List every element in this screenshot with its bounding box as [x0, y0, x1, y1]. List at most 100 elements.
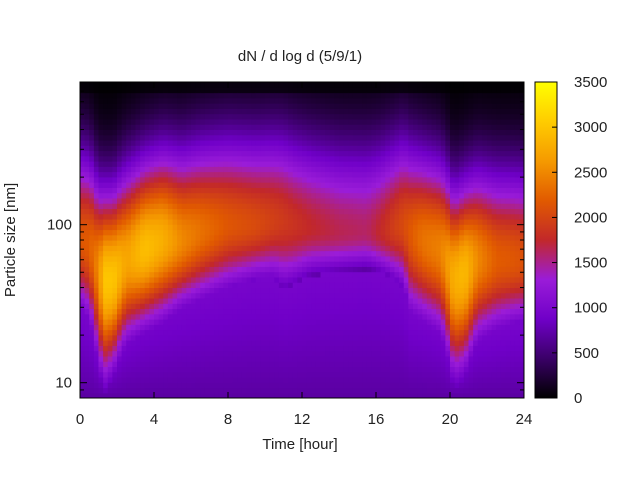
heatmap-cell: [200, 382, 206, 389]
heatmap-cell: [121, 208, 127, 215]
heatmap-cell: [93, 166, 100, 173]
heatmap-cell: [302, 255, 308, 262]
heatmap-cell: [255, 82, 261, 88]
heatmap-cell: [450, 240, 456, 246]
heatmap-cell: [107, 324, 113, 331]
heatmap-cell: [274, 340, 280, 346]
heatmap-cell: [140, 319, 146, 325]
heatmap-cell: [218, 324, 224, 331]
heatmap-cell: [181, 303, 187, 310]
heatmap-cell: [237, 334, 243, 341]
heatmap-cell: [348, 97, 354, 104]
heatmap-cell: [445, 234, 451, 241]
heatmap-cell: [380, 340, 386, 346]
heatmap-cell: [265, 387, 271, 394]
heatmap-cell: [200, 87, 206, 94]
heatmap-cell: [181, 329, 187, 336]
heatmap-cell: [376, 282, 382, 288]
heatmap-cell: [288, 350, 294, 357]
heatmap-cell: [149, 276, 155, 283]
heatmap-cell: [112, 382, 118, 389]
heatmap-cell: [223, 224, 229, 231]
heatmap-cell: [454, 355, 460, 362]
heatmap-cell: [302, 297, 308, 304]
heatmap-cell: [237, 171, 243, 178]
heatmap-cell: [130, 171, 137, 178]
heatmap-cell: [149, 187, 155, 194]
heatmap-cell: [117, 87, 123, 94]
heatmap-cell: [343, 108, 349, 115]
heatmap-cell: [380, 361, 386, 367]
heatmap-cell: [463, 334, 470, 341]
heatmap-cell: [93, 371, 100, 378]
heatmap-cell: [413, 240, 419, 246]
heatmap-cell: [135, 276, 141, 283]
heatmap-cell: [200, 213, 206, 220]
heatmap-cell: [204, 203, 211, 209]
heatmap-cell: [311, 97, 317, 104]
heatmap-cell: [144, 92, 150, 99]
heatmap-cell: [274, 355, 280, 362]
heatmap-cell: [149, 292, 155, 299]
heatmap-cell: [103, 255, 109, 262]
heatmap-cell: [144, 350, 150, 357]
heatmap-cell: [98, 203, 104, 209]
heatmap-cell: [431, 134, 437, 141]
heatmap-cell: [352, 139, 359, 146]
heatmap-cell: [84, 376, 90, 383]
heatmap-cell: [431, 139, 437, 146]
heatmap-cell: [315, 361, 322, 367]
heatmap-cell: [292, 355, 298, 362]
heatmap-cell: [107, 203, 113, 209]
heatmap-cell: [237, 103, 243, 109]
heatmap-cell: [149, 82, 155, 88]
heatmap-cell: [380, 87, 386, 94]
heatmap-cell: [200, 345, 206, 352]
heatmap-cell: [362, 382, 368, 389]
heatmap-cell: [130, 224, 137, 231]
heatmap-cell: [149, 266, 155, 273]
heatmap-cell: [417, 340, 423, 346]
heatmap-cell: [362, 182, 368, 188]
heatmap-cell: [320, 92, 326, 99]
heatmap-cell: [255, 245, 261, 252]
heatmap-cell: [191, 245, 197, 252]
heatmap-cell: [172, 182, 178, 188]
heatmap-cell: [450, 166, 456, 173]
heatmap-cell: [334, 303, 340, 310]
heatmap-cell: [135, 129, 141, 136]
heatmap-cell: [181, 345, 187, 352]
heatmap-cell: [274, 282, 280, 288]
heatmap-cell: [112, 82, 118, 88]
heatmap-cell: [237, 203, 243, 209]
heatmap-cell: [385, 208, 391, 215]
heatmap-cell: [121, 387, 127, 394]
heatmap-cell: [154, 203, 160, 209]
heatmap-cell: [200, 166, 206, 173]
heatmap-cell: [376, 229, 382, 236]
heatmap-cell: [283, 82, 289, 88]
heatmap-cell: [288, 266, 294, 273]
heatmap-cell: [445, 371, 451, 378]
heatmap-cell: [265, 361, 271, 367]
heatmap-cell: [436, 145, 442, 152]
heatmap-cell: [329, 313, 335, 320]
heatmap-cell: [191, 376, 197, 383]
heatmap-cell: [223, 97, 229, 104]
heatmap-cell: [376, 92, 382, 99]
heatmap-cell: [112, 113, 118, 120]
heatmap-cell: [204, 224, 211, 231]
heatmap-cell: [121, 134, 127, 141]
heatmap-cell: [348, 145, 354, 152]
heatmap-cell: [380, 124, 386, 130]
heatmap-cell: [417, 218, 423, 225]
heatmap-cell: [186, 303, 192, 310]
heatmap-cell: [292, 250, 298, 257]
heatmap-cell: [218, 203, 224, 209]
heatmap-cell: [255, 329, 261, 336]
heatmap-cell: [241, 261, 248, 267]
heatmap-cell: [320, 234, 326, 241]
heatmap-cell: [292, 118, 298, 125]
heatmap-cell: [167, 329, 174, 336]
heatmap-cell: [450, 297, 456, 304]
